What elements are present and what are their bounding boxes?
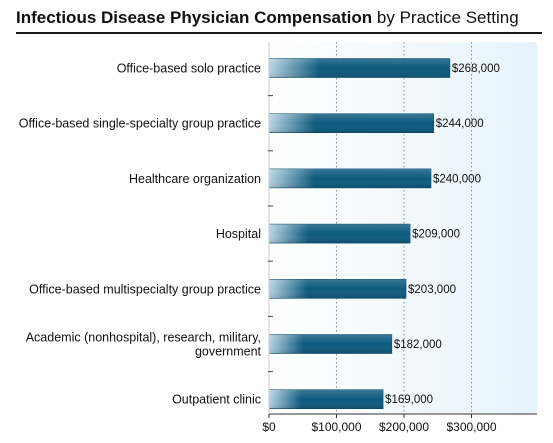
chart-title-main: Infectious Disease Physician Compensatio…: [16, 8, 373, 27]
category-label: Office-based single-specialty group prac…: [19, 117, 261, 131]
category-label: Office-based solo practice: [117, 62, 261, 76]
category-label: Office-based multispecialty group practi…: [29, 282, 261, 296]
bar-sheen: [269, 279, 407, 299]
x-tick-label: $100,000: [311, 420, 361, 434]
bar-value-label: $209,000: [412, 229, 460, 241]
bar-sheen: [269, 334, 392, 354]
x-axis: $0 $100,000 $200,000 $300,000: [262, 42, 537, 434]
bar-value-label: $182,000: [394, 339, 442, 351]
category-label: Outpatient clinic: [172, 393, 261, 407]
bar-sheen: [269, 58, 450, 78]
category-label: government: [195, 345, 262, 359]
bar-sheen: [269, 389, 384, 409]
chart-title-sub: by Practice Setting: [376, 8, 519, 27]
x-tick-label: $200,000: [379, 420, 429, 434]
x-tick-label: $0: [262, 420, 276, 434]
category-label: Academic (nonhospital), research, milita…: [26, 331, 261, 345]
bar-sheen: [269, 168, 431, 188]
bar-value-label: $240,000: [433, 173, 481, 185]
bar-value-label: $244,000: [436, 118, 484, 130]
category-label: Healthcare organization: [129, 172, 261, 186]
category-label: Hospital: [216, 227, 261, 241]
x-tick-label: $300,000: [446, 420, 496, 434]
chart-title: Infectious Disease Physician Compensatio…: [16, 8, 542, 34]
bar-value-label: $268,000: [452, 63, 500, 75]
bar-sheen: [269, 224, 411, 244]
bar-value-label: $169,000: [385, 394, 433, 406]
bar-value-label: $203,000: [408, 284, 456, 296]
bars: $268,000 Office-based solo practice $244,0…: [19, 58, 500, 410]
bar-sheen: [269, 113, 434, 133]
